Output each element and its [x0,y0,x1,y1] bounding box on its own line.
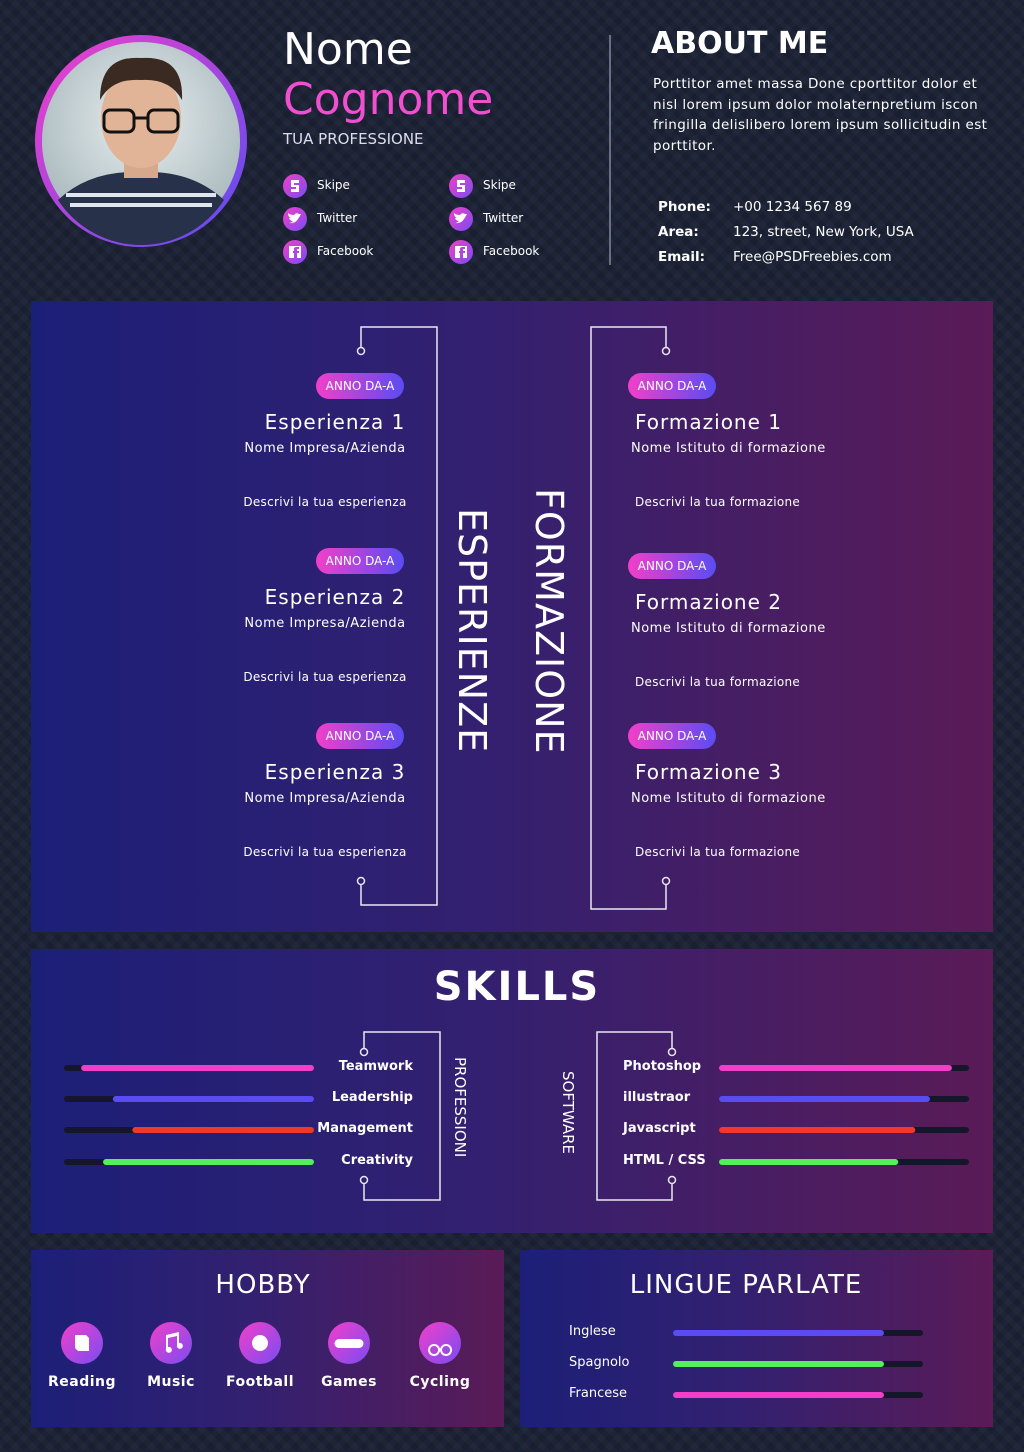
skill-name: Leadership [331,1090,413,1105]
languages-title: LINGUE PARLATE [629,1270,863,1300]
contact-value: 123, street, New York, USA [733,224,914,240]
year-badge: ANNO DA-A [316,548,404,574]
experience-description: Descrivi la tua esperienza [243,495,407,509]
social-icon [449,174,473,198]
social-label: Skipe [317,178,350,192]
social-icon [283,207,307,231]
experience-panel [31,301,993,932]
skill-name: illustraor [623,1090,691,1105]
education-title: Formazione 3 [635,760,782,784]
hobby-name: Cycling [409,1374,471,1390]
education-description: Descrivi la tua formazione [635,675,801,689]
social-icon [283,174,307,198]
contact-label: Phone: [658,199,711,215]
skill-name: HTML / CSS [623,1153,706,1168]
education-company: Nome Istituto di formazione [631,441,826,456]
social-label: Twitter [483,211,524,225]
education-description: Descrivi la tua formazione [635,495,801,509]
language-name: Inglese [569,1324,616,1339]
hobby-name: Games [321,1374,377,1390]
hobby-name: Football [226,1374,294,1390]
year-badge: ANNO DA-A [628,723,716,749]
hobby-name: Music [147,1374,195,1390]
social-icon [283,240,307,264]
experience-title: Esperienza 3 [264,760,406,784]
social-label: Twitter [317,211,358,225]
last-name: Cognome [283,74,494,125]
profession: TUA PROFESSIONE [283,130,424,148]
language-name: Francese [569,1386,627,1401]
skills-group-title: PROFESSIONI [451,1057,469,1158]
education-heading: FORMAZIONE [527,488,571,755]
year-badge: ANNO DA-A [316,723,404,749]
experience-company: Nome Impresa/Azienda [244,616,406,631]
language-name: Spagnolo [569,1355,630,1370]
contact-value: Free@PSDFreebies.com [733,249,892,265]
education-title: Formazione 2 [635,590,782,614]
experience-description: Descrivi la tua esperienza [243,845,407,859]
experience-description: Descrivi la tua esperienza [243,670,407,684]
contact-value: +00 1234 567 89 [733,199,852,215]
first-name: Nome [283,24,413,75]
hobby-glyph [75,1335,89,1351]
skill-name: Javascript [623,1121,696,1136]
skills-title: SKILLS [433,964,601,1010]
social-label: Skipe [483,178,516,192]
experience-company: Nome Impresa/Azienda [244,791,406,806]
photo [35,35,247,247]
experience-title: Esperienza 1 [264,410,406,434]
year-badge: ANNO DA-A [628,373,716,399]
hobby-glyph [252,1335,268,1351]
hobby-icon [419,1322,461,1364]
skill-name: Teamwork [338,1059,413,1074]
contact-label: Area: [658,224,699,240]
skills-panel [31,949,993,1233]
education-company: Nome Istituto di formazione [631,621,826,636]
hobby-glyph [165,1332,183,1353]
hobby-title: HOBBY [215,1270,311,1300]
experience-company: Nome Impresa/Azienda [244,441,406,456]
contact-label: Email: [658,249,706,265]
skill-name: Photoshop [623,1059,702,1074]
experience-heading: ESPERIENZE [450,508,494,754]
about-title: ABOUT ME [651,26,829,61]
hobby-glyph [334,1339,364,1348]
year-badge: ANNO DA-A [628,553,716,579]
social-icon [449,240,473,264]
hobby-glyph [428,1344,453,1356]
year-badge: ANNO DA-A [316,373,404,399]
hobby-name: Reading [47,1374,117,1390]
skills-group-title: SOFTWARE [559,1071,577,1155]
skill-name: Creativity [341,1153,413,1168]
hobby-icon [150,1322,192,1364]
brackets [356,326,677,1201]
skill-name: Management [317,1121,413,1136]
social-label: Facebook [483,244,540,258]
social-icon [449,207,473,231]
education-title: Formazione 1 [635,410,782,434]
education-company: Nome Istituto di formazione [631,791,826,806]
social-label: Facebook [317,244,374,258]
education-description: Descrivi la tua formazione [635,845,801,859]
about-text: Porttitor amet massa Done cporttitor dol… [653,76,988,155]
experience-title: Esperienza 2 [264,585,406,609]
